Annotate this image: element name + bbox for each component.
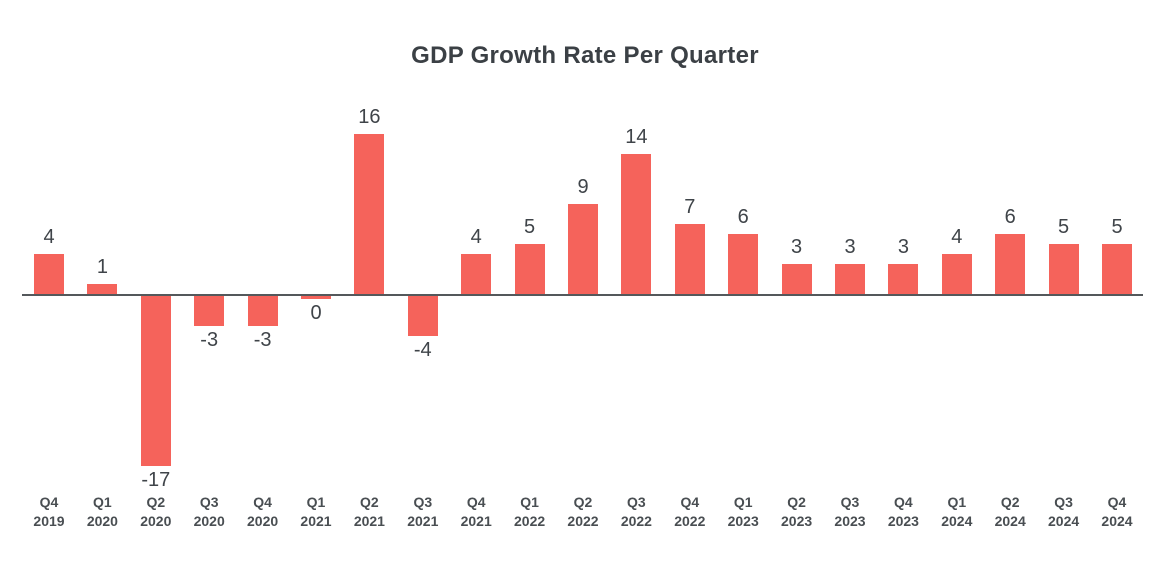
bar — [781, 264, 812, 294]
bar-value-label: 5 — [1058, 216, 1070, 238]
bar — [1048, 244, 1079, 294]
bar-value-label: 0 — [310, 302, 322, 324]
bar — [407, 296, 438, 336]
bar — [34, 254, 64, 294]
x-tick-label: Q2 2021 — [353, 494, 385, 529]
bar — [621, 154, 652, 294]
x-tick-label: Q2 2023 — [781, 494, 813, 529]
x-tick-label: Q3 2021 — [407, 494, 439, 529]
bar-value-label: 5 — [1111, 216, 1123, 238]
x-tick-label: Q4 2023 — [887, 494, 919, 529]
bar — [301, 296, 331, 299]
bar — [568, 204, 598, 294]
x-tick-label: Q3 2024 — [1048, 494, 1080, 529]
bar-value-label: 7 — [684, 196, 696, 218]
bar — [995, 234, 1026, 294]
bar — [194, 296, 225, 326]
bar — [514, 244, 545, 294]
x-tick-label: Q1 2020 — [86, 494, 118, 529]
x-tick-label: Q3 2022 — [620, 494, 652, 529]
x-axis-line — [22, 294, 1143, 296]
bar — [1102, 244, 1132, 294]
bar — [941, 254, 972, 294]
bar-value-label: 5 — [524, 216, 536, 238]
bar-value-label: 9 — [577, 176, 589, 198]
x-tick-label: Q4 2024 — [1101, 494, 1133, 529]
bar-value-label: -3 — [200, 329, 219, 351]
bar-value-label: 4 — [951, 226, 963, 248]
x-tick-label: Q3 2020 — [193, 494, 225, 529]
bar-value-label: 14 — [625, 126, 648, 148]
x-tick-label: Q4 2020 — [247, 494, 279, 529]
bar — [674, 224, 705, 294]
bar-value-label: 3 — [791, 236, 803, 258]
bar-value-label: 6 — [1004, 206, 1016, 228]
x-tick-label: Q1 2021 — [300, 494, 332, 529]
x-tick-label: Q1 2023 — [727, 494, 759, 529]
bar — [728, 234, 759, 294]
x-tick-label: Q2 2020 — [140, 494, 172, 529]
bar-value-label: 6 — [737, 206, 749, 228]
bar-value-label: 1 — [96, 256, 108, 278]
bar-value-label: -4 — [413, 339, 432, 361]
bar-value-label: -17 — [141, 469, 171, 491]
x-tick-label: Q2 2024 — [994, 494, 1026, 529]
chart-title: GDP Growth Rate Per Quarter — [411, 42, 759, 69]
bar-value-label: -3 — [253, 329, 272, 351]
x-tick-label: Q4 2021 — [460, 494, 492, 529]
bar — [888, 264, 919, 294]
x-tick-label: Q1 2024 — [941, 494, 973, 529]
bar — [247, 296, 278, 326]
bar-value-label: 3 — [844, 236, 856, 258]
bar — [87, 284, 118, 294]
bar — [140, 296, 171, 466]
bar — [461, 254, 492, 294]
x-tick-label: Q2 2022 — [567, 494, 599, 529]
x-tick-label: Q4 2022 — [674, 494, 706, 529]
bar — [835, 264, 865, 294]
x-tick-label: Q4 2019 — [33, 494, 65, 529]
x-tick-label: Q1 2022 — [514, 494, 546, 529]
bar-value-label: 16 — [358, 106, 381, 128]
bar-value-label: 3 — [897, 236, 909, 258]
x-tick-label: Q3 2023 — [834, 494, 866, 529]
bar-value-label: 4 — [43, 226, 55, 248]
bar-value-label: 4 — [470, 226, 482, 248]
bar — [354, 134, 385, 294]
